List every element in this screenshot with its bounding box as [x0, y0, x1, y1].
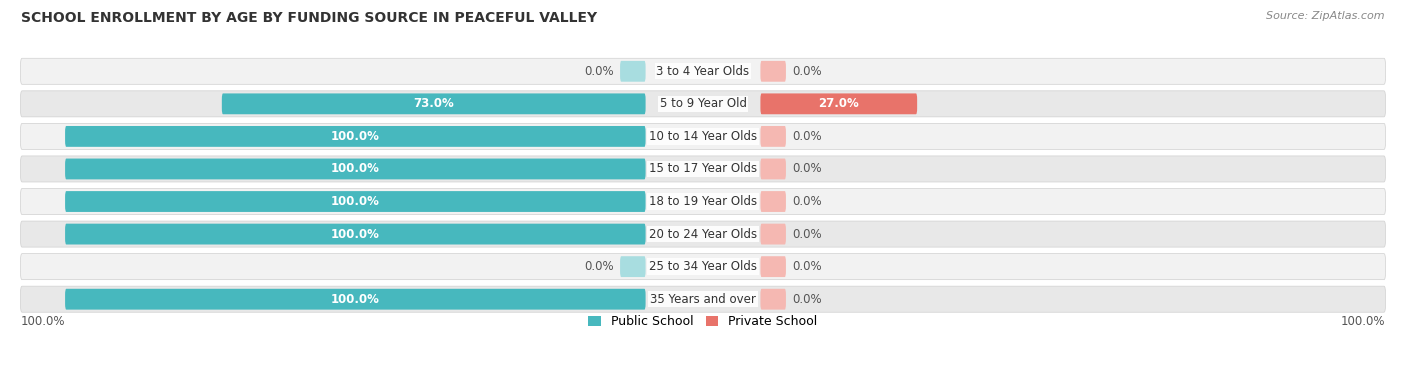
Text: 3 to 4 Year Olds: 3 to 4 Year Olds — [657, 65, 749, 78]
Text: 18 to 19 Year Olds: 18 to 19 Year Olds — [650, 195, 756, 208]
FancyBboxPatch shape — [21, 58, 1385, 84]
Text: 73.0%: 73.0% — [413, 97, 454, 110]
Legend: Public School, Private School: Public School, Private School — [588, 316, 818, 328]
Text: 0.0%: 0.0% — [793, 130, 823, 143]
FancyBboxPatch shape — [222, 93, 645, 114]
FancyBboxPatch shape — [761, 191, 786, 212]
Text: 0.0%: 0.0% — [583, 260, 613, 273]
Text: 100.0%: 100.0% — [21, 315, 65, 328]
Text: 100.0%: 100.0% — [1341, 315, 1385, 328]
FancyBboxPatch shape — [620, 256, 645, 277]
Text: 0.0%: 0.0% — [793, 162, 823, 175]
FancyBboxPatch shape — [761, 224, 786, 245]
FancyBboxPatch shape — [761, 93, 917, 114]
Text: 0.0%: 0.0% — [583, 65, 613, 78]
FancyBboxPatch shape — [761, 61, 786, 82]
Text: 100.0%: 100.0% — [330, 228, 380, 241]
FancyBboxPatch shape — [65, 159, 645, 179]
Text: 10 to 14 Year Olds: 10 to 14 Year Olds — [650, 130, 756, 143]
Text: 0.0%: 0.0% — [793, 260, 823, 273]
Text: 100.0%: 100.0% — [330, 130, 380, 143]
Text: 27.0%: 27.0% — [818, 97, 859, 110]
Text: 100.0%: 100.0% — [330, 162, 380, 175]
FancyBboxPatch shape — [761, 126, 786, 147]
Text: 35 Years and over: 35 Years and over — [650, 293, 756, 306]
Text: 0.0%: 0.0% — [793, 293, 823, 306]
FancyBboxPatch shape — [761, 289, 786, 310]
FancyBboxPatch shape — [761, 159, 786, 179]
FancyBboxPatch shape — [21, 254, 1385, 280]
FancyBboxPatch shape — [620, 61, 645, 82]
FancyBboxPatch shape — [21, 123, 1385, 149]
FancyBboxPatch shape — [761, 256, 786, 277]
FancyBboxPatch shape — [65, 126, 645, 147]
FancyBboxPatch shape — [21, 188, 1385, 215]
FancyBboxPatch shape — [21, 286, 1385, 312]
Text: 15 to 17 Year Olds: 15 to 17 Year Olds — [650, 162, 756, 175]
Text: 0.0%: 0.0% — [793, 65, 823, 78]
Text: 0.0%: 0.0% — [793, 228, 823, 241]
FancyBboxPatch shape — [21, 221, 1385, 247]
Text: 25 to 34 Year Olds: 25 to 34 Year Olds — [650, 260, 756, 273]
Text: Source: ZipAtlas.com: Source: ZipAtlas.com — [1267, 11, 1385, 21]
Text: 0.0%: 0.0% — [793, 195, 823, 208]
Text: 5 to 9 Year Old: 5 to 9 Year Old — [659, 97, 747, 110]
FancyBboxPatch shape — [65, 289, 645, 310]
Text: SCHOOL ENROLLMENT BY AGE BY FUNDING SOURCE IN PEACEFUL VALLEY: SCHOOL ENROLLMENT BY AGE BY FUNDING SOUR… — [21, 11, 598, 25]
FancyBboxPatch shape — [21, 91, 1385, 117]
Text: 100.0%: 100.0% — [330, 293, 380, 306]
FancyBboxPatch shape — [65, 224, 645, 245]
Text: 20 to 24 Year Olds: 20 to 24 Year Olds — [650, 228, 756, 241]
Text: 100.0%: 100.0% — [330, 195, 380, 208]
FancyBboxPatch shape — [21, 156, 1385, 182]
FancyBboxPatch shape — [65, 191, 645, 212]
